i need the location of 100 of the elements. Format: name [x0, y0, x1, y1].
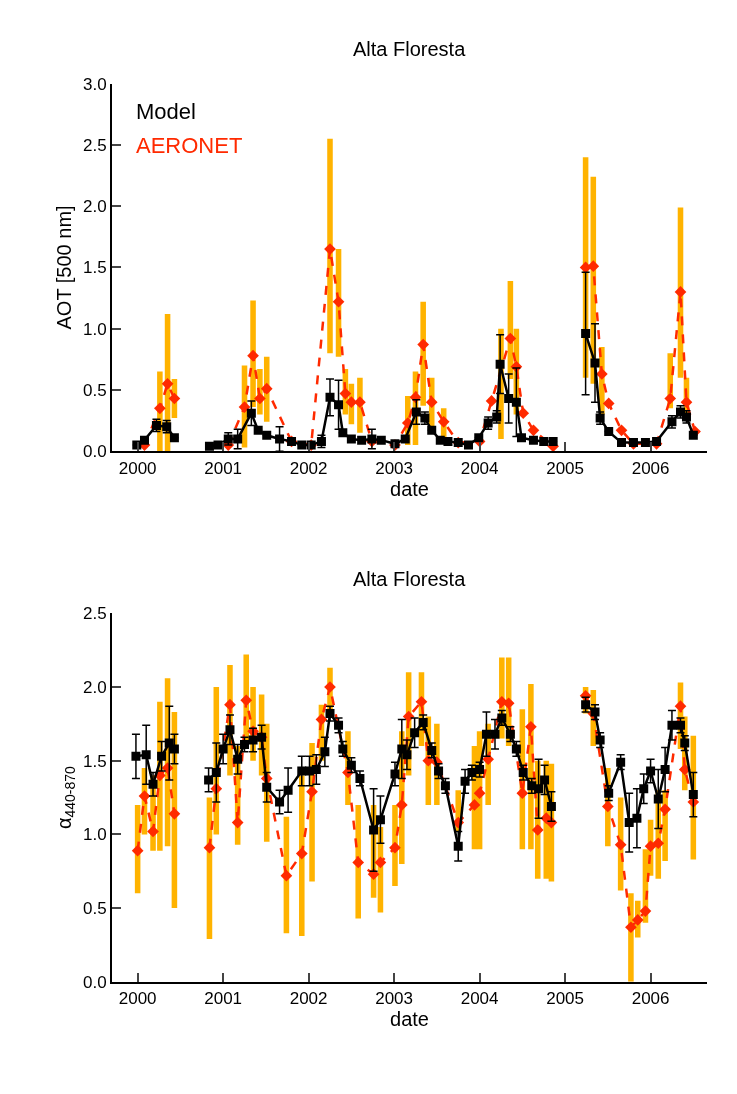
- x-tick-label: 2002: [289, 458, 328, 478]
- point: [315, 713, 328, 726]
- x-tick-label: 2006: [631, 458, 670, 478]
- point: [674, 286, 687, 298]
- point: [581, 329, 591, 339]
- point: [138, 790, 151, 802]
- point: [678, 763, 691, 776]
- x-tick-label: 2000: [118, 458, 157, 478]
- text: AERONET: [136, 133, 243, 158]
- x-tick-label: 2001: [204, 989, 243, 1009]
- point: [602, 397, 615, 410]
- point: [548, 436, 558, 446]
- point: [231, 816, 244, 829]
- point: [295, 847, 308, 860]
- point: [504, 332, 517, 345]
- x-tick-label: 2003: [375, 989, 414, 1009]
- y-tick-label: 1.5: [82, 751, 107, 771]
- point: [147, 825, 159, 838]
- y-tick-label: 1.0: [82, 825, 107, 845]
- point: [168, 807, 181, 820]
- point: [352, 856, 365, 869]
- point: [531, 824, 544, 836]
- point: [346, 434, 356, 444]
- point: [495, 359, 505, 369]
- point: [297, 440, 307, 450]
- point: [528, 435, 538, 445]
- point: [233, 434, 243, 444]
- point: [463, 440, 473, 450]
- point: [154, 402, 166, 415]
- x-tick-label: 2005: [546, 989, 584, 1009]
- point: [402, 710, 415, 723]
- x-axis-title: date: [390, 1008, 429, 1031]
- y-axis-title: AOT [500 nm]: [52, 205, 75, 330]
- point: [680, 396, 693, 409]
- point: [325, 392, 335, 402]
- point: [262, 430, 272, 440]
- text: Model: [136, 99, 196, 124]
- point: [247, 349, 259, 362]
- x-tick-label: 2003: [375, 458, 414, 478]
- point: [131, 844, 144, 857]
- y-tick-label: 2.0: [82, 197, 107, 217]
- point: [339, 387, 352, 400]
- y-tick-label: 0.5: [82, 899, 107, 919]
- point: [674, 700, 687, 713]
- point: [376, 435, 386, 445]
- point: [374, 856, 387, 869]
- point: [332, 295, 345, 308]
- y-tick-label: 0.0: [82, 442, 107, 462]
- point: [254, 392, 266, 405]
- point: [161, 377, 174, 390]
- point: [204, 441, 214, 451]
- y-tick-label: 2.5: [82, 135, 107, 155]
- point: [275, 434, 285, 444]
- point: [443, 436, 453, 446]
- point: [253, 425, 263, 435]
- point: [417, 338, 430, 351]
- point: [590, 358, 600, 368]
- point: [240, 694, 253, 707]
- point: [639, 905, 652, 917]
- point: [357, 435, 367, 445]
- point: [334, 400, 344, 410]
- y-tick-label: 0.0: [82, 972, 107, 992]
- point: [652, 837, 665, 850]
- y-tick-label: 2.0: [82, 677, 107, 697]
- point: [601, 800, 614, 813]
- point: [437, 415, 450, 428]
- y-tick-label: 0.5: [82, 380, 107, 400]
- point: [389, 841, 401, 854]
- x-tick-label: 2005: [546, 458, 584, 478]
- x-tick-label: 2004: [460, 458, 499, 478]
- point: [425, 396, 438, 409]
- point: [168, 392, 181, 405]
- point: [306, 785, 318, 798]
- point: [338, 428, 348, 438]
- point: [659, 803, 671, 816]
- point: [640, 438, 650, 448]
- point: [474, 433, 484, 443]
- chart-title: Alta Floresta: [353, 38, 467, 60]
- point: [139, 435, 149, 445]
- point: [631, 914, 644, 926]
- y-tick-label: 2.5: [82, 604, 107, 624]
- point: [644, 840, 657, 853]
- y-tick-label: 1.5: [82, 258, 107, 278]
- x-tick-label: 2001: [204, 458, 243, 478]
- point: [664, 392, 677, 405]
- point: [367, 434, 377, 444]
- y-tick-label: 3.0: [82, 74, 107, 94]
- x-tick-label: 2002: [289, 989, 328, 1009]
- bar: [327, 138, 333, 354]
- point: [427, 425, 437, 435]
- point: [485, 395, 498, 407]
- point: [213, 440, 223, 450]
- point: [395, 799, 408, 811]
- point: [169, 433, 179, 443]
- point: [415, 695, 428, 708]
- point: [527, 424, 540, 437]
- point: [238, 401, 251, 413]
- point: [625, 921, 637, 934]
- point: [224, 698, 236, 711]
- point: [260, 382, 273, 395]
